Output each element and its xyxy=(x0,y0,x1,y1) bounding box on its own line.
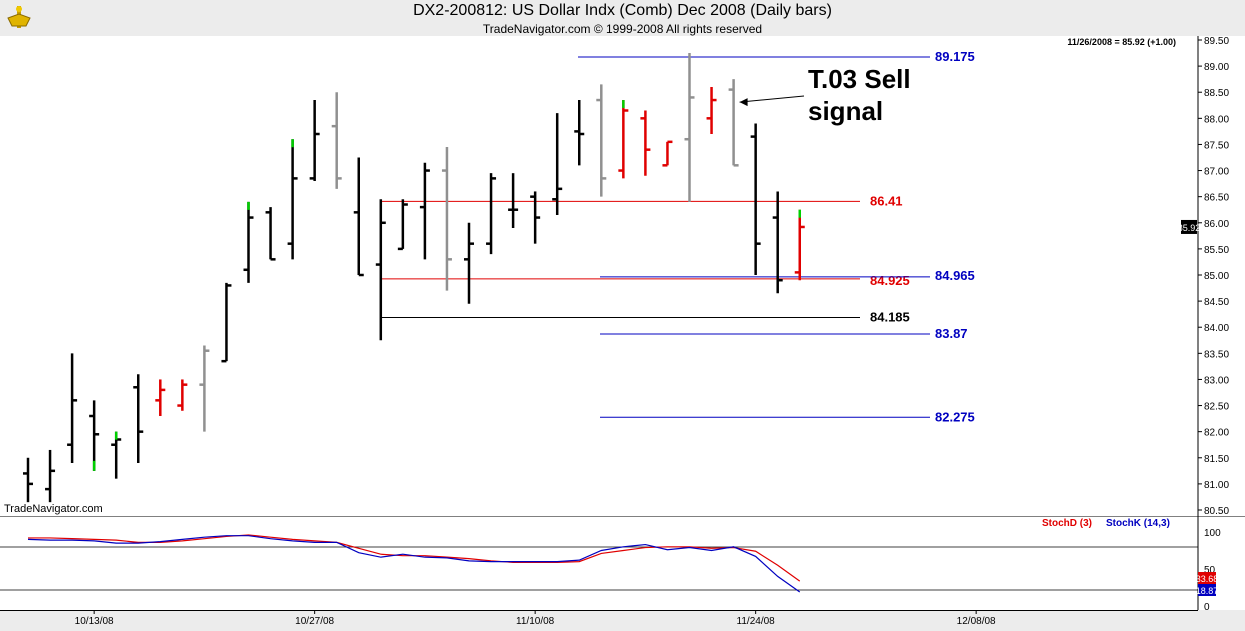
ohlc-bar xyxy=(662,140,673,167)
stochd-value-box xyxy=(1198,572,1216,584)
price-tick-label: 83.50 xyxy=(1204,349,1229,360)
watermark-label: TradeNavigator.com xyxy=(4,503,103,515)
price-tick-label: 86.50 xyxy=(1204,193,1229,204)
current-price-box xyxy=(1181,219,1197,234)
stochastic-panel[interactable]: 100 50 0 StochD (3) StochK (14,3) 33.68 18.87 xyxy=(0,516,1245,610)
price-tick-label: 89.00 xyxy=(1204,62,1229,73)
stoch-tick-label: 0 xyxy=(1204,602,1210,610)
ohlc-bar xyxy=(441,147,452,291)
current-price-label: 85.92 xyxy=(1178,223,1201,233)
price-tick-label: 87.00 xyxy=(1204,167,1229,178)
ohlc-bar xyxy=(419,162,430,260)
level-label: 84.185 xyxy=(870,310,910,325)
ohlc-bar xyxy=(772,191,783,294)
level-label: 82.275 xyxy=(935,409,975,424)
level-label: 89.175 xyxy=(935,49,975,64)
ohlc-bar xyxy=(750,123,761,275)
ohlc-bar xyxy=(684,53,695,202)
ohlc-bar xyxy=(67,353,78,463)
annotation-arrowhead xyxy=(739,98,748,107)
ohlc-bar xyxy=(375,199,386,341)
date-tick-label: 11/10/08 xyxy=(516,616,555,627)
ohlc-bar xyxy=(706,87,717,134)
ohlc-bar xyxy=(111,431,122,479)
price-tick-label: 88.50 xyxy=(1204,88,1229,99)
ohlc-bar xyxy=(309,100,320,181)
date-tick-label: 12/08/08 xyxy=(957,616,996,627)
ohlc-bar xyxy=(89,400,100,471)
chart-title: DX2-200812: US Dollar Indx (Comb) Dec 20… xyxy=(413,2,832,19)
ohlc-bar xyxy=(45,449,56,503)
stochd-legend: StochD (3) xyxy=(1042,518,1092,529)
stoch-tick-label: 50 xyxy=(1204,565,1216,576)
price-tick-label: 82.00 xyxy=(1204,428,1229,439)
last-quote-label: 11/26/2008 = 85.92 (+1.00) xyxy=(1067,37,1176,47)
price-tick-label: 84.50 xyxy=(1204,297,1229,308)
level-label: 84.925 xyxy=(870,273,910,288)
ohlc-bar xyxy=(464,222,474,304)
price-tick-label: 89.50 xyxy=(1204,36,1229,47)
price-tick-label: 85.00 xyxy=(1204,271,1229,282)
price-tick-label: 84.00 xyxy=(1204,323,1229,334)
ohlc-bar xyxy=(265,207,276,261)
ohlc-bar xyxy=(728,79,739,167)
chart-subtitle: TradeNavigator.com © 1999-2008 All right… xyxy=(482,22,763,36)
ohlc-bar xyxy=(530,191,541,244)
date-tick-label: 11/24/08 xyxy=(737,616,776,627)
ohlc-bar xyxy=(155,379,166,416)
ohlc-bar xyxy=(794,209,805,281)
date-tick-label: 10/13/08 xyxy=(75,616,114,627)
ohlc-bar xyxy=(199,345,210,432)
ohlc-bar xyxy=(574,100,585,166)
stochd-value-label: 33.68 xyxy=(1196,574,1219,584)
ohlc-bar xyxy=(618,100,629,179)
ohlc-bar xyxy=(221,282,232,363)
ohlc-bar xyxy=(243,201,254,283)
ohlc-bar xyxy=(133,374,144,463)
price-tick-label: 88.00 xyxy=(1204,114,1229,125)
ohlc-bar xyxy=(508,173,519,228)
price-tick-label: 87.50 xyxy=(1204,140,1229,151)
ohlc-bar xyxy=(287,139,298,260)
stochk-value-label: 18.87 xyxy=(1196,586,1219,596)
price-tick-label: 83.00 xyxy=(1204,375,1229,386)
date-tick-label: 10/27/08 xyxy=(295,616,334,627)
ohlc-bar xyxy=(486,173,497,255)
price-tick-label: 81.00 xyxy=(1204,480,1229,491)
level-label: 86.41 xyxy=(870,193,903,208)
annotation-line1: T.03 Sell xyxy=(808,64,911,94)
price-panel[interactable]: 11/26/2008 = 85.92 (+1.00) TradeNavigato… xyxy=(0,36,1245,516)
trade-navigator-logo-icon xyxy=(6,4,32,35)
price-tick-label: 80.50 xyxy=(1204,506,1229,516)
price-tick-label: 86.00 xyxy=(1204,219,1229,230)
ohlc-bar xyxy=(552,113,563,215)
ohlc-bar xyxy=(353,157,364,277)
ohlc-bar xyxy=(331,92,342,189)
price-tick-label: 85.50 xyxy=(1204,245,1229,256)
stochk-legend: StochK (14,3) xyxy=(1106,518,1170,529)
stochk-value-box xyxy=(1198,584,1216,596)
ohlc-bar xyxy=(23,457,33,503)
price-tick-label: 81.50 xyxy=(1204,454,1229,465)
date-axis: 10/13/08 10/27/08 11/10/08 11/24/08 12/08/08 xyxy=(0,610,1198,627)
ohlc-bar xyxy=(640,110,651,176)
annotation-arrow-line xyxy=(739,95,805,103)
level-label: 83.87 xyxy=(935,326,968,341)
ohlc-bar xyxy=(397,199,408,251)
stochk-line xyxy=(27,535,801,593)
price-tick-label: 82.50 xyxy=(1204,402,1229,413)
stoch-tick-label: 100 xyxy=(1204,528,1221,539)
annotation-line2: signal xyxy=(808,96,883,126)
ohlc-bar xyxy=(177,379,188,411)
ohlc-bar xyxy=(596,84,607,197)
stochd-line xyxy=(28,534,801,582)
level-label: 84.965 xyxy=(935,268,975,283)
